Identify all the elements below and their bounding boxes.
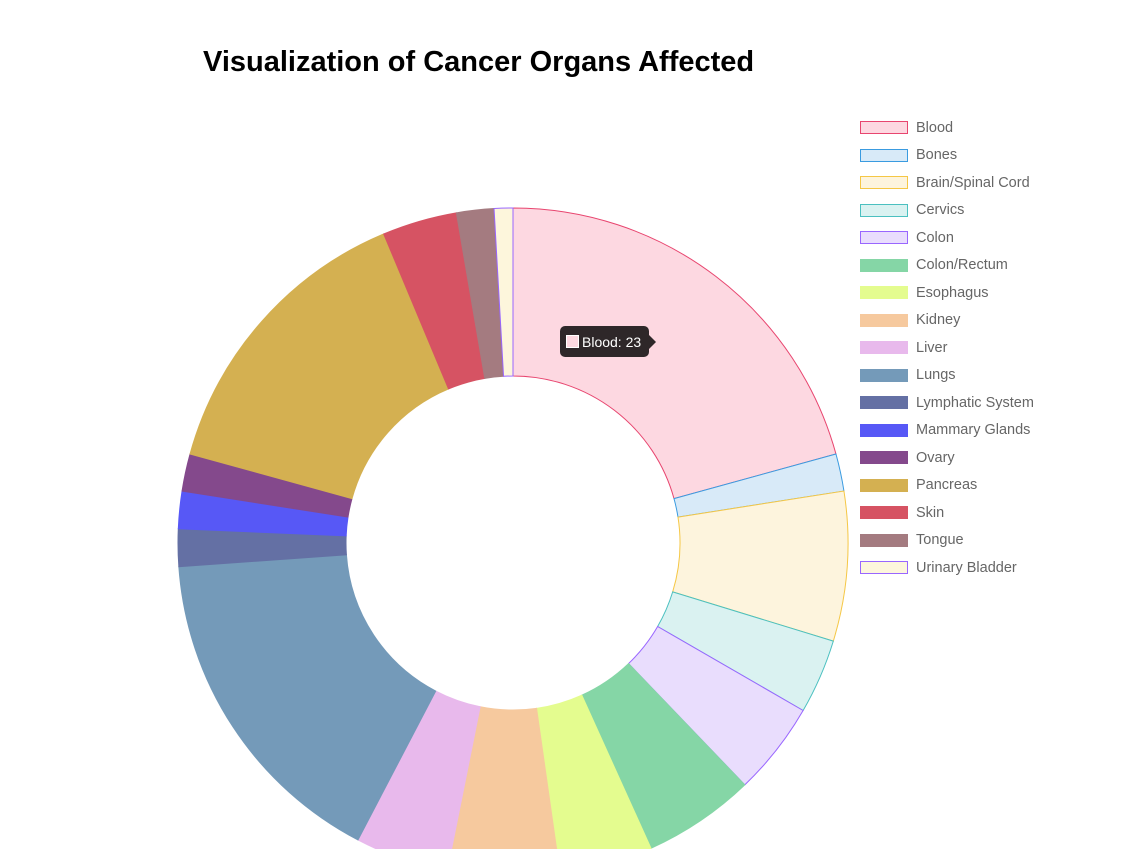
- legend-swatch: [860, 341, 908, 355]
- legend-item-urinary-bladder[interactable]: Urinary Bladder: [860, 554, 1100, 582]
- legend-item-esophagus[interactable]: Esophagus: [860, 279, 1100, 307]
- legend-item-tongue[interactable]: Tongue: [860, 527, 1100, 555]
- legend-item-blood[interactable]: Blood: [860, 114, 1100, 142]
- legend-swatch: [860, 533, 908, 547]
- legend-label: Urinary Bladder: [916, 559, 1017, 576]
- legend-label: Colon/Rectum: [916, 257, 1008, 274]
- legend-item-lungs[interactable]: Lungs: [860, 362, 1100, 390]
- legend-swatch: [860, 451, 908, 465]
- tooltip-label: Blood: 23: [582, 333, 642, 350]
- legend-label: Tongue: [916, 532, 964, 549]
- legend-swatch: [860, 203, 908, 217]
- legend-swatch: [860, 176, 908, 190]
- legend-label: Blood: [916, 119, 954, 136]
- donut-slice-esophagus[interactable]: [535, 694, 652, 849]
- legend-swatch: [860, 121, 908, 135]
- legend-label: Ovary: [916, 449, 955, 466]
- donut-slice-blood[interactable]: [512, 207, 837, 500]
- legend-label: Colon: [916, 229, 954, 246]
- legend-label: Kidney: [916, 312, 961, 329]
- legend-item-cervics[interactable]: Cervics: [860, 197, 1100, 225]
- legend-swatch: [860, 423, 908, 437]
- legend-item-liver[interactable]: Liver: [860, 334, 1100, 362]
- legend-label: Brain/Spinal Cord: [916, 174, 1030, 191]
- legend-item-lymphatic-system[interactable]: Lymphatic System: [860, 389, 1100, 417]
- legend-swatch: [860, 258, 908, 272]
- donut-slice-urinary-bladder[interactable]: [493, 207, 514, 377]
- legend-item-pancreas[interactable]: Pancreas: [860, 472, 1100, 500]
- legend-swatch: [860, 368, 908, 382]
- legend-label: Skin: [916, 504, 945, 521]
- legend-swatch: [860, 396, 908, 410]
- legend-swatch: [860, 148, 908, 162]
- legend-item-skin[interactable]: Skin: [860, 499, 1100, 527]
- legend-swatch: [860, 231, 908, 245]
- legend-label: Bones: [916, 147, 958, 164]
- legend-item-colon[interactable]: Colon: [860, 224, 1100, 252]
- chart-title: Visualization of Cancer Organs Affected: [203, 46, 755, 78]
- donut-slice-kidney[interactable]: [447, 706, 560, 849]
- legend-swatch: [860, 561, 908, 575]
- legend-label: Cervics: [916, 202, 965, 219]
- legend-item-brain-spinal-cord[interactable]: Brain/Spinal Cord: [860, 169, 1100, 197]
- legend-swatch: [860, 286, 908, 300]
- legend-item-bones[interactable]: Bones: [860, 142, 1100, 170]
- legend-label: Lungs: [916, 367, 956, 384]
- legend-item-kidney[interactable]: Kidney: [860, 307, 1100, 335]
- legend-swatch: [860, 478, 908, 492]
- legend-label: Liver: [916, 339, 948, 356]
- chart-legend: Blood Bones Brain/Spinal Cord Cervics Colon C…: [860, 114, 1100, 582]
- legend-item-mammary-glands[interactable]: Mammary Glands: [860, 417, 1100, 445]
- legend-label: Pancreas: [916, 477, 978, 494]
- legend-label: Lymphatic System: [916, 394, 1034, 411]
- legend-item-colon-rectum[interactable]: Colon/Rectum: [860, 252, 1100, 280]
- legend-label: Mammary Glands: [916, 422, 1031, 439]
- donut-slice-lungs[interactable]: [178, 554, 437, 841]
- tooltip-color-swatch: [566, 335, 579, 348]
- legend-item-ovary[interactable]: Ovary: [860, 444, 1100, 472]
- legend-label: Esophagus: [916, 284, 989, 301]
- legend-swatch: [860, 506, 908, 520]
- donut-slice-pancreas[interactable]: [189, 233, 450, 500]
- chart-tooltip: Blood: 23: [560, 326, 657, 357]
- legend-swatch: [860, 313, 908, 327]
